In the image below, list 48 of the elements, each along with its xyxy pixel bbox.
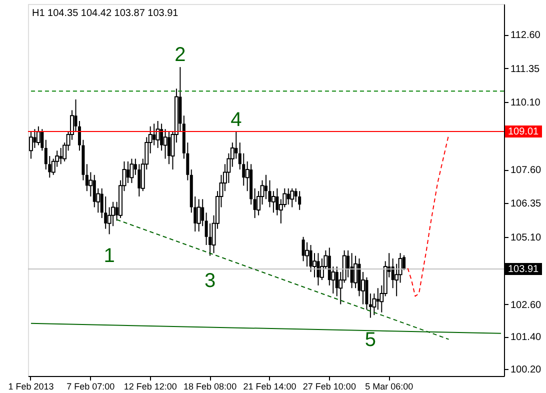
candlestick	[33, 128, 36, 148]
candlestick	[28, 131, 33, 160]
annotation: 2	[174, 44, 186, 66]
y-tick-label: 105.10	[510, 232, 542, 244]
y-tick-label: 111.35	[510, 64, 540, 75]
chart-title: H1 104.35 104.42 103.87 103.91	[32, 8, 179, 19]
candlestick	[40, 128, 44, 152]
annotation: 3	[204, 270, 216, 292]
candlestick	[368, 293, 372, 318]
candlestick	[253, 188, 256, 219]
y-tick-label: 102.60	[510, 300, 542, 311]
candlestick	[316, 252, 320, 286]
annotation: 1	[104, 245, 115, 268]
candlestick	[196, 198, 201, 232]
candlestick	[59, 147, 62, 165]
y-tick-label: 112.60	[510, 30, 541, 42]
y-tick-label: 106.35	[510, 198, 542, 210]
candlestick	[130, 158, 134, 184]
x-tick-label: 5 Mar 06:00	[365, 382, 414, 392]
y-tick-label: 107.60	[510, 165, 542, 176]
candlestick	[168, 131, 171, 165]
candlestick	[201, 198, 204, 227]
candlestick	[36, 126, 40, 146]
candlestick	[376, 288, 380, 310]
candlestick	[160, 123, 164, 152]
x-tick-label: 21 Feb 14:00	[243, 382, 296, 392]
candlestick	[156, 120, 160, 148]
candlestick	[290, 188, 294, 208]
y-tick-label: 101.40	[510, 332, 542, 344]
x-tick-label: 18 Feb 08:00	[184, 382, 237, 392]
candlestick	[276, 188, 279, 216]
candlestick	[152, 123, 156, 146]
x-tick-label: 27 Feb 10:00	[302, 382, 356, 392]
candlestick	[286, 188, 290, 206]
x-tick-label: 12 Feb 12:00	[124, 382, 177, 392]
annotation: 5	[364, 328, 376, 351]
ref-line-label: 109.01	[508, 126, 540, 138]
annotation: 4	[230, 108, 242, 131]
x-tick-label: 7 Feb 07:00	[66, 382, 115, 392]
candlestick	[298, 190, 302, 210]
candlestick	[74, 98, 78, 132]
candlestick	[350, 252, 354, 289]
y-tick-label: 110.10	[510, 98, 541, 109]
ref-line-label: 103.91	[508, 264, 540, 275]
y-tick-label: 100.20	[510, 364, 542, 376]
x-tick-label: 1 Feb 2013	[8, 382, 54, 392]
candlestick	[126, 160, 130, 184]
candlestick	[234, 131, 238, 160]
